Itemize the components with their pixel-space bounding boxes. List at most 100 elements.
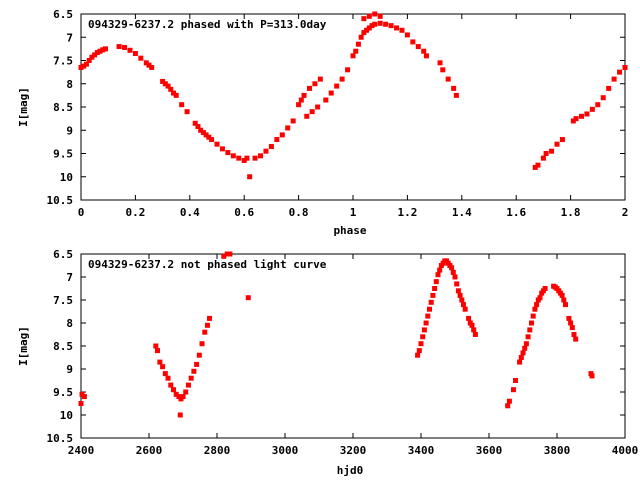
phased-y-tick-label: 9 xyxy=(66,124,73,137)
phased-data-point xyxy=(364,27,370,33)
unphased-data-point xyxy=(155,348,160,354)
unphased-data-point xyxy=(415,352,421,358)
phased-data-point xyxy=(146,62,152,68)
phased-data-point xyxy=(241,157,247,163)
unphased-data-point xyxy=(221,253,227,259)
unphased-data-point xyxy=(517,359,523,365)
unphased-data-point xyxy=(518,355,524,360)
unphased-data-point xyxy=(188,375,194,381)
phased-data-point xyxy=(549,148,555,154)
unphased-data-point xyxy=(510,387,516,393)
phased-x-tick-label: 1 xyxy=(350,206,357,219)
unphased-y-axis-label: I[mag] xyxy=(17,326,30,366)
phased-data-point xyxy=(173,92,179,98)
phased-data-point xyxy=(102,46,108,52)
phased-data-point xyxy=(377,20,383,26)
phased-x-tick-label: 2 xyxy=(622,206,629,219)
phased-data-point xyxy=(532,164,538,170)
unphased-data-point xyxy=(459,297,465,303)
phased-data-point xyxy=(306,85,312,91)
unphased-y-tick-label: 9 xyxy=(66,363,73,376)
phased-data-point xyxy=(209,137,215,143)
unphased-data-point xyxy=(177,412,183,418)
unphased-data-point xyxy=(153,343,159,349)
unphased-y-tick-label: 6.5 xyxy=(53,248,73,261)
phased-data-point xyxy=(350,53,356,59)
phased-data-point xyxy=(535,162,541,168)
phased-data-point xyxy=(290,118,296,124)
phased-data-point xyxy=(279,132,285,138)
unphased-data-point xyxy=(202,329,208,335)
unphased-data-point xyxy=(589,373,595,379)
unphased-data-point xyxy=(418,341,424,347)
phased-y-tick-label: 8 xyxy=(66,78,73,91)
unphased-data-point xyxy=(432,286,438,291)
unphased-data-point xyxy=(428,299,434,305)
unphased-data-point xyxy=(168,382,174,388)
unphased-data-point xyxy=(506,398,512,404)
phased-data-point xyxy=(622,64,628,70)
phased-data-point xyxy=(122,44,128,50)
unphased-data-point xyxy=(505,403,511,409)
phased-data-point xyxy=(252,155,258,161)
phased-data-point xyxy=(214,141,220,147)
phased-data-point xyxy=(86,58,92,63)
phased-data-point xyxy=(578,113,584,119)
phased-data-point xyxy=(296,102,302,108)
unphased-data-point xyxy=(196,352,202,358)
phased-plot-frame xyxy=(80,13,626,201)
unphased-y-tick-label: 7 xyxy=(66,271,73,284)
unphased-data-point xyxy=(430,292,436,298)
phased-data-point xyxy=(554,141,560,147)
phased-data-point xyxy=(263,148,269,154)
phased-data-point xyxy=(573,116,579,122)
unphased-data-point xyxy=(81,394,87,400)
unphased-data-point xyxy=(157,359,163,365)
phased-data-point xyxy=(160,78,166,84)
phased-data-point xyxy=(394,25,400,31)
phased-data-point xyxy=(285,125,291,131)
unphased-data-point xyxy=(454,281,460,287)
phased-data-point xyxy=(127,47,133,53)
phased-data-point xyxy=(437,60,443,66)
phased-data-point xyxy=(116,44,122,50)
unphased-data-point xyxy=(569,325,575,331)
unphased-x-tick-label: 3600 xyxy=(476,444,503,457)
phased-y-tick-label: 7 xyxy=(66,31,73,44)
phased-data-point xyxy=(274,137,280,143)
phased-y-axis-label: I[mag] xyxy=(17,87,30,127)
phased-data-point xyxy=(353,48,359,54)
phased-data-point xyxy=(219,146,225,152)
phased-data-point xyxy=(149,64,155,70)
unphased-data-point xyxy=(180,394,186,400)
phased-data-point xyxy=(361,16,367,22)
unphased-data-point xyxy=(450,269,456,275)
phased-data-point xyxy=(100,47,106,53)
unphased-data-point xyxy=(435,272,441,278)
phased-x-tick-label: 1.6 xyxy=(506,206,526,219)
phased-data-point xyxy=(203,132,209,138)
unphased-data-point xyxy=(78,401,84,406)
phased-data-point xyxy=(399,27,405,33)
phased-y-tick-label: 7.5 xyxy=(53,55,73,68)
phased-data-point xyxy=(617,69,623,75)
unphased-data-point xyxy=(571,332,577,337)
phased-data-point xyxy=(78,64,84,70)
phased-data-point xyxy=(247,174,253,180)
phased-data-point xyxy=(304,113,310,119)
unphased-data-point xyxy=(194,361,200,367)
phased-data-point xyxy=(184,109,190,115)
unphased-data-point xyxy=(520,350,526,356)
phased-data-point xyxy=(410,39,416,45)
unphased-y-tick-label: 8.5 xyxy=(53,340,73,353)
phased-data-point xyxy=(570,118,576,124)
unphased-y-tick-label: 8 xyxy=(66,317,73,330)
unphased-x-tick-label: 3800 xyxy=(544,444,571,457)
unphased-data-point xyxy=(462,306,468,312)
unphased-data-point xyxy=(425,313,431,319)
unphased-x-tick-label: 2400 xyxy=(68,444,95,457)
phased-data-point xyxy=(589,106,595,112)
unphased-data-point xyxy=(472,332,478,337)
phased-data-point xyxy=(244,155,250,161)
